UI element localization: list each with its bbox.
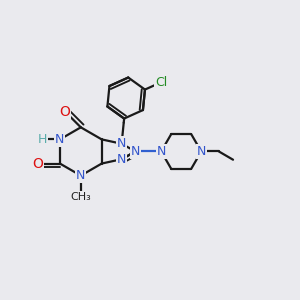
Text: N: N bbox=[55, 133, 64, 146]
Text: N: N bbox=[157, 145, 166, 158]
Text: N: N bbox=[117, 153, 126, 166]
Text: N: N bbox=[196, 145, 206, 158]
Text: N: N bbox=[76, 169, 86, 182]
Text: CH₃: CH₃ bbox=[70, 192, 91, 202]
Text: Cl: Cl bbox=[155, 76, 167, 89]
Text: H: H bbox=[38, 133, 47, 146]
Text: O: O bbox=[32, 157, 43, 170]
Text: O: O bbox=[59, 104, 70, 118]
Text: N: N bbox=[117, 137, 126, 150]
Text: N: N bbox=[131, 145, 140, 158]
